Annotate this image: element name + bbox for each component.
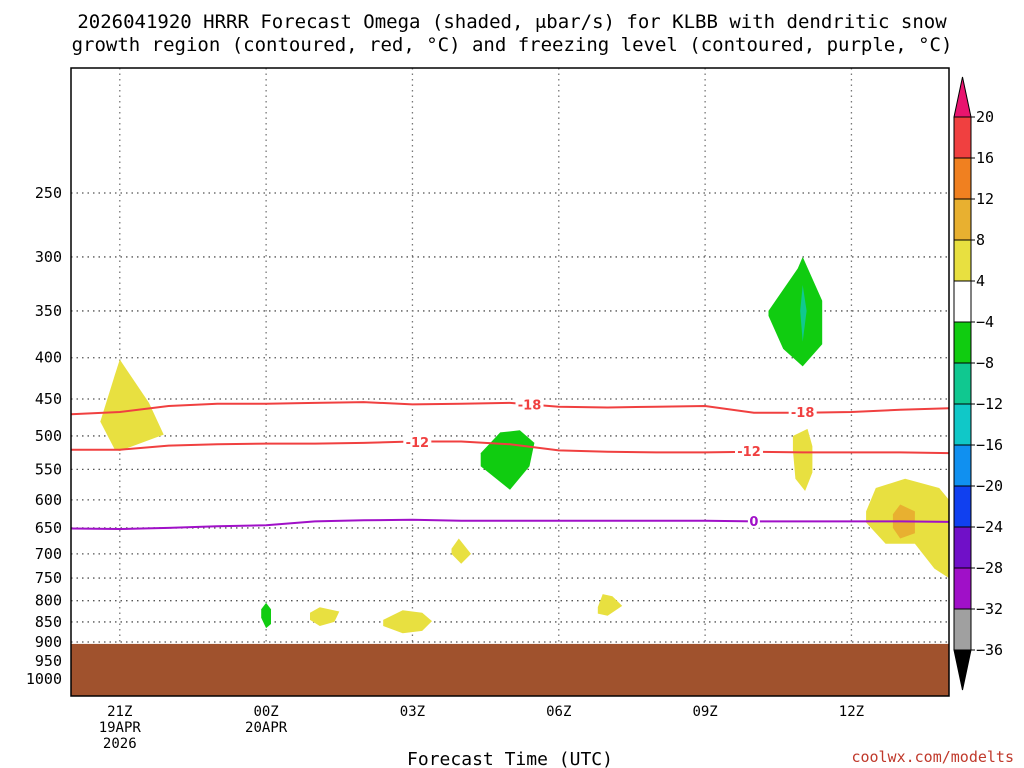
- omega-region-2: [768, 256, 823, 367]
- colorbar-label-7: −12: [976, 395, 1003, 413]
- colorbar-label-0: 20: [976, 108, 994, 126]
- colorbar-segment-3: [953, 198, 972, 241]
- plot-area: -18 -18 -12 -12 0: [70, 67, 950, 697]
- colorbar-segment-7: [953, 362, 972, 405]
- y-tick-650: 650: [35, 519, 62, 537]
- colorbar-label-10: −24: [976, 518, 1003, 536]
- contour-label--18: -18: [791, 406, 815, 421]
- colorbar-segment-8: [953, 403, 972, 446]
- contour-label-bg: [735, 443, 764, 459]
- contour-label--12: -12: [406, 436, 430, 451]
- terrain-fill: [71, 643, 949, 696]
- colorbar-label-3: 8: [976, 231, 985, 249]
- x-tick-00Z-line-1: 00Z: [253, 704, 278, 720]
- y-tick-750: 750: [35, 569, 62, 587]
- colorbar-segment-2: [953, 157, 972, 200]
- y-tick-800: 800: [35, 592, 62, 610]
- contour-label-bg: [747, 512, 760, 528]
- omega-region-8: [451, 538, 471, 564]
- contour-label--18: -18: [518, 398, 542, 413]
- y-tick-700: 700: [35, 545, 62, 563]
- x-tick-03Z-line-1: 03Z: [400, 704, 425, 720]
- contour-label-bg: [515, 396, 544, 412]
- y-tick-250: 250: [35, 184, 62, 202]
- omega-region-12: [597, 594, 623, 616]
- contour-label-bg: [403, 434, 432, 450]
- plot-background: [71, 68, 949, 696]
- colorbar-label-9: −20: [976, 477, 1003, 495]
- colorbar-segment-9: [953, 444, 972, 487]
- y-tick-550: 550: [35, 460, 62, 478]
- omega-region-5: [792, 428, 813, 491]
- contour-label-bg: [788, 404, 817, 420]
- x-tick-21Z-line-2: 19APR: [99, 720, 142, 736]
- y-tick-600: 600: [35, 491, 62, 509]
- y-tick-300: 300: [35, 248, 62, 266]
- x-tick-21Z-line-3: 2026: [103, 736, 137, 752]
- colorbar-label-5: −4: [976, 313, 994, 331]
- y-tick-350: 350: [35, 302, 62, 320]
- colorbar-top-arrow: [953, 76, 972, 118]
- colorbar-bottom-arrow: [953, 649, 972, 691]
- x-tick-12Z-line-1: 12Z: [839, 704, 864, 720]
- omega-region-10: [310, 607, 340, 626]
- colorbar-label-4: 4: [976, 272, 985, 290]
- colorbar-label-12: −32: [976, 600, 1003, 618]
- colorbar-segment-10: [953, 485, 972, 528]
- omega-region-1: [100, 359, 164, 451]
- contour-lines: -18 -18 -12 -12 0: [70, 396, 950, 531]
- colorbar-label-8: −16: [976, 436, 1003, 454]
- y-tick-900: 900: [35, 633, 62, 651]
- colorbar-segment-13: [953, 608, 972, 651]
- colorbar-segment-4: [953, 239, 972, 282]
- contour-label-0: 0: [749, 515, 758, 530]
- colorbar-label-1: 16: [976, 149, 994, 167]
- y-tick-850: 850: [35, 613, 62, 631]
- y-tick-1000: 1000: [26, 670, 62, 688]
- colorbar-segment-1: [953, 116, 972, 159]
- colorbar-segment-5: [953, 280, 972, 323]
- x-axis-label: Forecast Time (UTC): [407, 749, 613, 768]
- omega-region-9: [261, 602, 271, 629]
- y-axis-ticks: 250 300 350 400 450 500 550 600 650 700 750 800 850 9…: [26, 184, 62, 688]
- colorbar-segment-11: [953, 526, 972, 569]
- y-tick-450: 450: [35, 390, 62, 408]
- contour-0: [70, 518, 950, 531]
- y-tick-400: 400: [35, 349, 62, 367]
- chart-title-line-2: growth region (contoured, red, °C) and f…: [72, 34, 953, 56]
- plot-frame: [70, 67, 950, 697]
- omega-shading: [100, 256, 949, 634]
- omega-region-3: [800, 285, 807, 342]
- x-tick-00Z-line-2: 20APR: [245, 720, 288, 736]
- colorbar-label-6: −8: [976, 354, 994, 372]
- omega-region-11: [383, 610, 432, 634]
- contour-label--12: -12: [737, 445, 761, 460]
- colorbar-segment-12: [953, 567, 972, 610]
- x-tick-21Z-line-1: 21Z: [107, 704, 132, 720]
- chart-title-line-1: 2026041920 HRRR Forecast Omega (shaded, …: [77, 11, 947, 33]
- x-tick-06Z-line-1: 06Z: [546, 704, 571, 720]
- credit-link[interactable]: coolwx.com/modelts: [851, 748, 1014, 766]
- y-tick-500: 500: [35, 427, 62, 445]
- colorbar-label-11: −28: [976, 559, 1003, 577]
- colorbar-label-13: −36: [976, 641, 1003, 659]
- colorbar-segment-6: [953, 321, 972, 364]
- colorbar: 20 16 12 8 4 −4 −8 −12 −16 −20 −24 −28 −32 −36: [953, 76, 1003, 691]
- colorbar-label-2: 12: [976, 190, 994, 208]
- y-tick-950: 950: [35, 652, 62, 670]
- contour--12: [71, 440, 950, 455]
- x-tick-09Z-line-1: 09Z: [692, 704, 717, 720]
